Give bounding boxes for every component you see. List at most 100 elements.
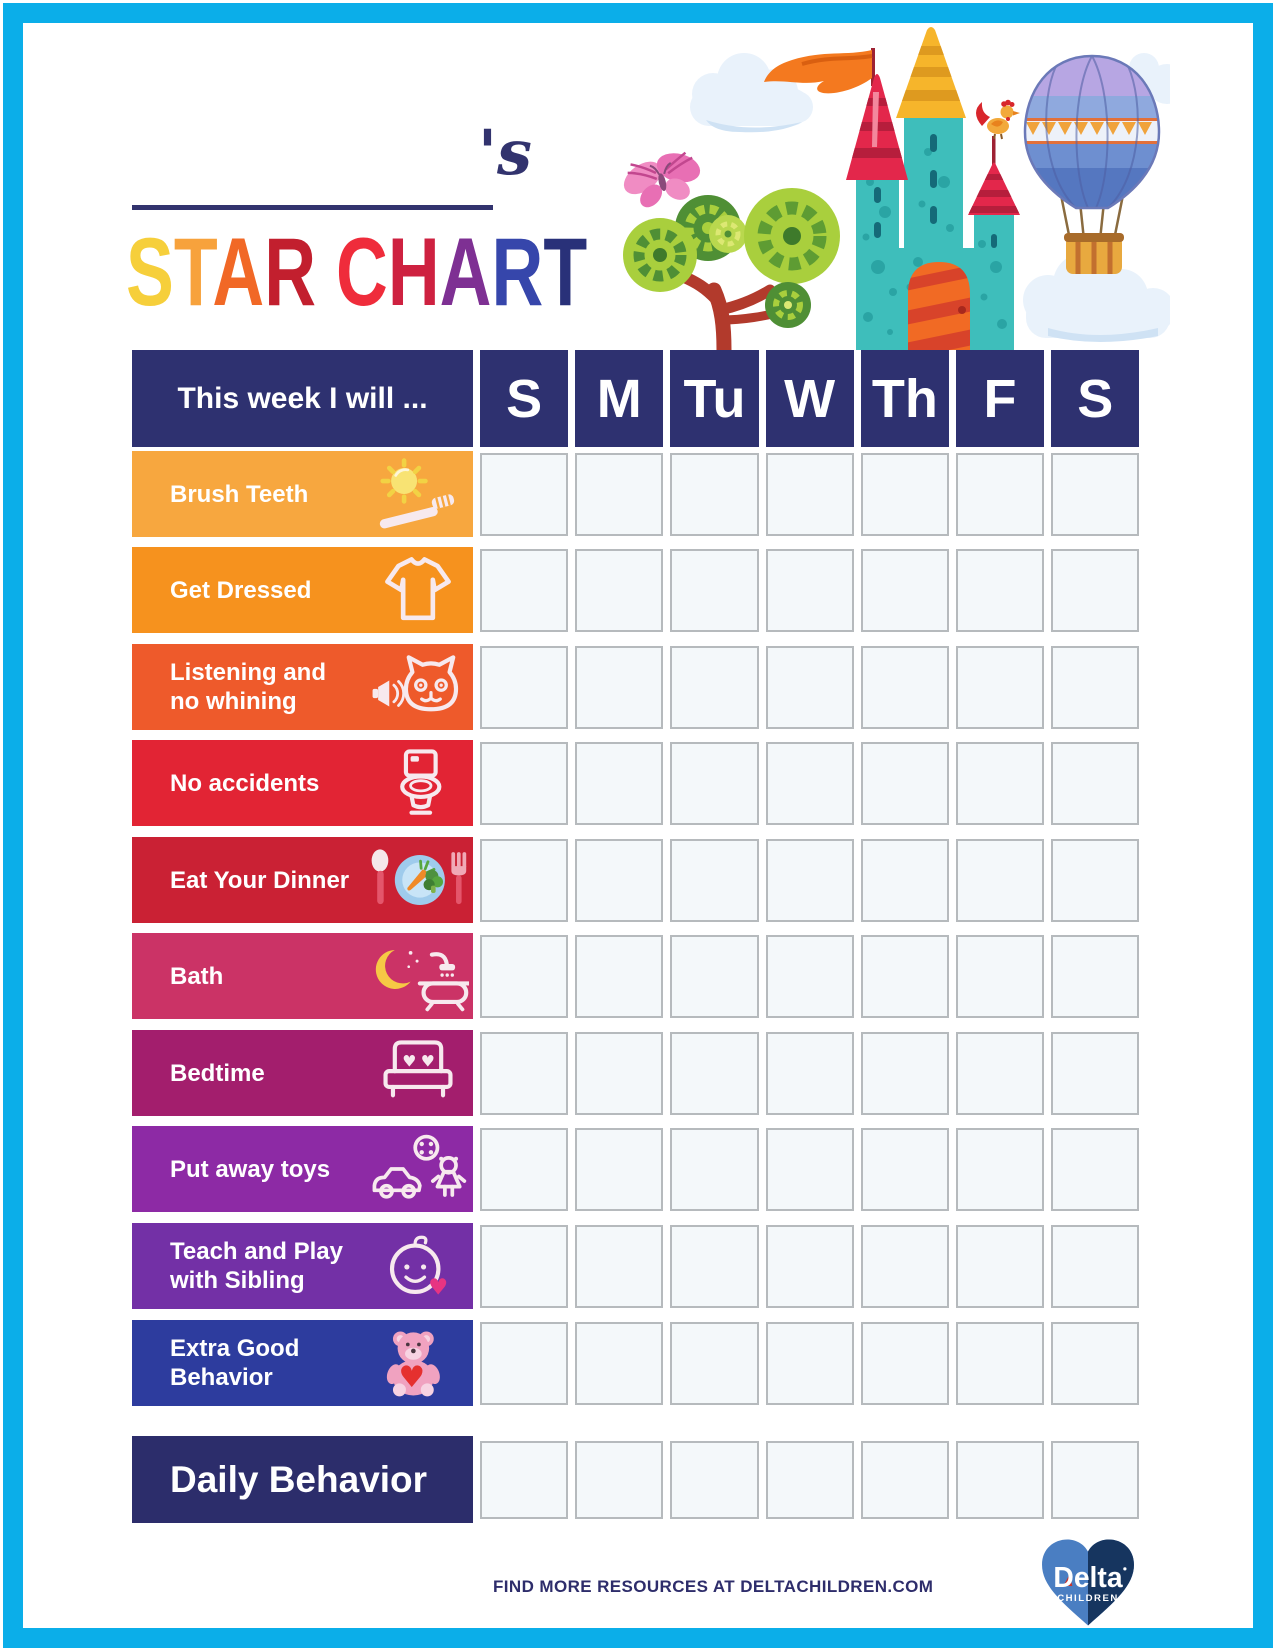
grid-cell[interactable] bbox=[765, 934, 854, 1018]
grid-cell[interactable] bbox=[1051, 1031, 1140, 1115]
grid-cell[interactable] bbox=[480, 548, 569, 632]
grid-cell[interactable] bbox=[765, 1440, 854, 1519]
flag-icon bbox=[764, 50, 872, 94]
day-header: Th bbox=[860, 350, 949, 447]
grid-cell[interactable] bbox=[670, 934, 759, 1018]
grid-cell[interactable] bbox=[480, 1031, 569, 1115]
grid-cell[interactable] bbox=[860, 934, 949, 1018]
grid-cell[interactable] bbox=[1051, 838, 1140, 922]
grid-cell[interactable] bbox=[765, 1127, 854, 1211]
grid-cell[interactable] bbox=[860, 1224, 949, 1308]
grid-cell[interactable] bbox=[765, 1224, 854, 1308]
grid-cell[interactable] bbox=[955, 548, 1045, 632]
grid-cell[interactable] bbox=[860, 548, 949, 632]
grid-cell[interactable] bbox=[480, 1440, 569, 1519]
grid-cell[interactable] bbox=[860, 1440, 949, 1519]
daily-behavior-row: Daily Behavior bbox=[132, 1436, 1140, 1523]
grid-cell[interactable] bbox=[955, 645, 1045, 729]
grid-cell[interactable] bbox=[480, 838, 569, 922]
grid-cell[interactable] bbox=[575, 452, 664, 536]
grid-cell[interactable] bbox=[575, 838, 664, 922]
week-cells bbox=[480, 1030, 1140, 1116]
grid-cell[interactable] bbox=[860, 1031, 949, 1115]
grid-cell[interactable] bbox=[1051, 934, 1140, 1018]
grid-cell[interactable] bbox=[955, 1321, 1045, 1405]
grid-cell[interactable] bbox=[1051, 1440, 1140, 1519]
grid-cell[interactable] bbox=[670, 741, 759, 825]
grid-cell[interactable] bbox=[480, 645, 569, 729]
week-cells bbox=[480, 1436, 1140, 1523]
task-row-get-dressed: Get Dressed bbox=[132, 547, 1140, 633]
grid-cell[interactable] bbox=[765, 548, 854, 632]
daily-behavior-label-band: Daily Behavior bbox=[132, 1436, 473, 1523]
grid-cell[interactable] bbox=[860, 452, 949, 536]
task-label-band: Put away toys bbox=[132, 1126, 473, 1212]
grid-cell[interactable] bbox=[765, 1321, 854, 1405]
grid-cell[interactable] bbox=[480, 452, 569, 536]
grid-cell[interactable] bbox=[860, 741, 949, 825]
bed-icon: ♥ ♥ bbox=[383, 1040, 453, 1098]
grid-cell[interactable] bbox=[575, 548, 664, 632]
grid-cell[interactable] bbox=[575, 1031, 664, 1115]
grid-cell[interactable] bbox=[1051, 1127, 1140, 1211]
toilet-icon bbox=[400, 749, 442, 815]
grid-cell[interactable] bbox=[860, 1127, 949, 1211]
day-header: W bbox=[765, 350, 854, 447]
grid-cell[interactable] bbox=[480, 1321, 569, 1405]
grid-cell[interactable] bbox=[1051, 1224, 1140, 1308]
grid-cell[interactable] bbox=[575, 1224, 664, 1308]
grid-cell[interactable] bbox=[575, 1440, 664, 1519]
grid-cell[interactable] bbox=[860, 838, 949, 922]
grid-cell[interactable] bbox=[765, 645, 854, 729]
grid-cell[interactable] bbox=[955, 1440, 1045, 1519]
task-label-band: No accidents bbox=[132, 740, 473, 826]
grid-cell[interactable] bbox=[1051, 741, 1140, 825]
grid-cell[interactable] bbox=[480, 1127, 569, 1211]
grid-cell[interactable] bbox=[670, 1031, 759, 1115]
grid-cell[interactable] bbox=[765, 838, 854, 922]
grid-cell[interactable] bbox=[670, 645, 759, 729]
grid-cell[interactable] bbox=[955, 838, 1045, 922]
grid-cell[interactable] bbox=[575, 741, 664, 825]
grid-cell[interactable] bbox=[480, 1224, 569, 1308]
grid-cell[interactable] bbox=[765, 741, 854, 825]
grid-cell[interactable] bbox=[1051, 1321, 1140, 1405]
grid-cell[interactable] bbox=[860, 1321, 949, 1405]
grid-cell[interactable] bbox=[670, 1224, 759, 1308]
grid-cell[interactable] bbox=[955, 1127, 1045, 1211]
grid-cell[interactable] bbox=[765, 1031, 854, 1115]
grid-cell[interactable] bbox=[670, 1127, 759, 1211]
grid-cell[interactable] bbox=[955, 1224, 1045, 1308]
grid-cell[interactable] bbox=[480, 741, 569, 825]
grid-cell[interactable] bbox=[670, 1321, 759, 1405]
grid-cell[interactable] bbox=[955, 741, 1045, 825]
grid-cell[interactable] bbox=[860, 645, 949, 729]
grid-cell[interactable] bbox=[670, 548, 759, 632]
grid-cell[interactable] bbox=[575, 1127, 664, 1211]
grid-cell[interactable] bbox=[575, 645, 664, 729]
grid-cell[interactable] bbox=[1051, 645, 1140, 729]
grid-cell[interactable] bbox=[480, 934, 569, 1018]
grid-cell[interactable] bbox=[670, 1440, 759, 1519]
grid-cell[interactable] bbox=[955, 1031, 1045, 1115]
grid-cell[interactable] bbox=[575, 934, 664, 1018]
name-input-line[interactable] bbox=[132, 158, 493, 210]
grid-cell[interactable] bbox=[955, 452, 1045, 536]
grid-cell[interactable] bbox=[765, 452, 854, 536]
task-row-listening: Listening and no whining bbox=[132, 644, 1140, 730]
task-label-band: Get Dressed bbox=[132, 547, 473, 633]
task-row-bath: Bath bbox=[132, 933, 1140, 1019]
grid-cell[interactable] bbox=[670, 838, 759, 922]
tree-icon bbox=[623, 188, 840, 350]
grid-cell[interactable] bbox=[955, 934, 1045, 1018]
grid-cell[interactable] bbox=[670, 452, 759, 536]
corner-label-box: This week I will ... bbox=[132, 350, 473, 447]
task-label-band: Eat Your Dinner bbox=[132, 837, 473, 923]
week-cells bbox=[480, 1223, 1140, 1309]
grid-cell[interactable] bbox=[1051, 548, 1140, 632]
grid-cell[interactable] bbox=[1051, 452, 1140, 536]
day-header: Tu bbox=[670, 350, 759, 447]
task-row-brush-teeth: Brush Teeth bbox=[132, 451, 1140, 537]
grid-cell[interactable] bbox=[575, 1321, 664, 1405]
